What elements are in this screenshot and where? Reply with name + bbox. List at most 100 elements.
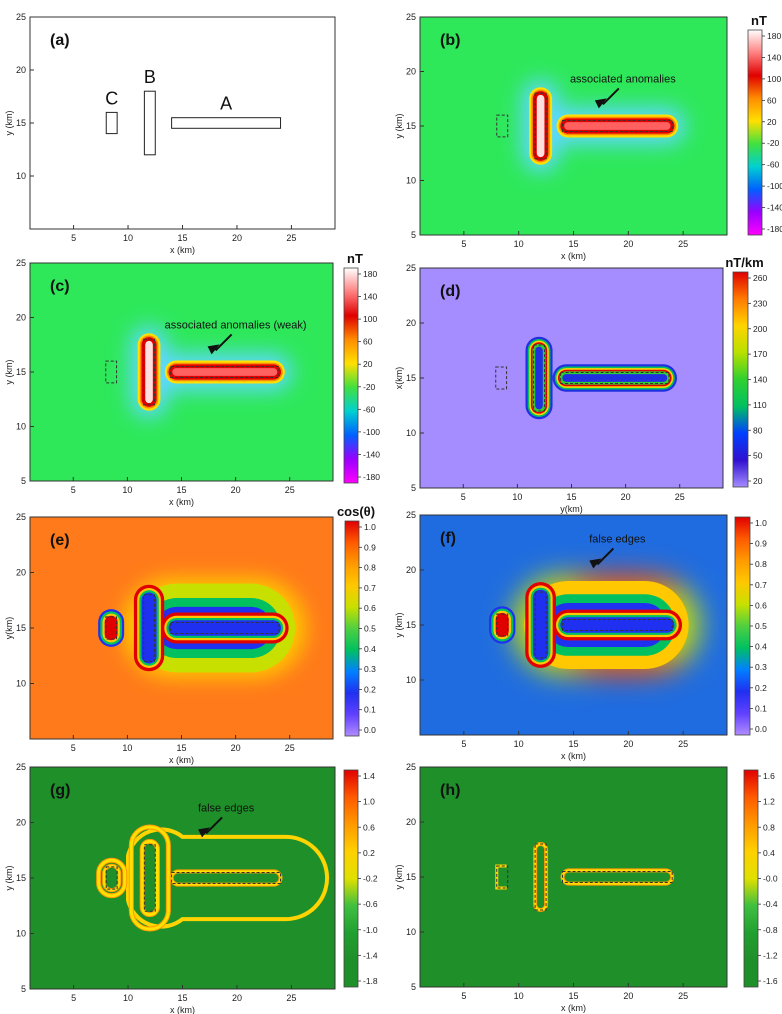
colorbar-tick-label: 100 bbox=[363, 314, 377, 324]
colorbar-tick-label: -0.4 bbox=[763, 899, 778, 909]
y-tick-label: 15 bbox=[406, 373, 416, 383]
panel-label: (h) bbox=[440, 782, 460, 799]
y-tick-label: 20 bbox=[16, 65, 26, 75]
y-tick-label: 10 bbox=[406, 176, 416, 186]
colorbar: 1.4 1.0 0.6 0.2 -0.2 -0.6 -1.0 -1.4 -1.8 bbox=[343, 769, 378, 988]
y-tick-label: 10 bbox=[406, 675, 416, 685]
colorbar-tick-label: 0.0 bbox=[364, 725, 376, 735]
colorbar-tick-label: -1.8 bbox=[363, 976, 378, 986]
panel-g: 5 10 15 20 25 5 10 15 20 25 x (km) y (km) (g) false e… bbox=[4, 762, 378, 1014]
anomaly-core bbox=[145, 340, 153, 404]
annotation-arrowhead bbox=[207, 344, 220, 355]
x-tick-label: 10 bbox=[514, 991, 524, 1001]
y-tick-label: 10 bbox=[406, 428, 416, 438]
source-outline bbox=[170, 366, 280, 378]
x-tick-label: 10 bbox=[512, 492, 522, 502]
x-tick-label: 15 bbox=[568, 739, 578, 749]
colorbar-tick-label: 180 bbox=[363, 269, 377, 279]
x-tick-label: 5 bbox=[461, 239, 466, 249]
x-axis-label: y(km) bbox=[560, 504, 583, 514]
colorbar-tick-label: 1.0 bbox=[755, 518, 767, 528]
source-outline bbox=[533, 344, 545, 412]
y-tick-label: 15 bbox=[16, 118, 26, 128]
x-axis-label: x (km) bbox=[170, 1005, 195, 1014]
colorbar-tick-label: -100 bbox=[363, 427, 380, 437]
plot-content bbox=[489, 574, 700, 676]
y-axis-label: y (km) bbox=[394, 613, 404, 638]
x-tick-label: 25 bbox=[286, 993, 296, 1003]
colorbar-tick-label: 0.6 bbox=[755, 600, 767, 610]
colorbar-tick-label: 0.2 bbox=[755, 683, 767, 693]
edge-ring bbox=[560, 617, 675, 633]
panel-f: 5 10 15 20 25 10 15 20 25 x (km) y (km) (f) false ed… bbox=[394, 510, 767, 761]
colorbar-tick-label: 0.8 bbox=[755, 559, 767, 569]
colorbar-tick-label: 0.6 bbox=[364, 603, 376, 613]
y-axis-label: x(km) bbox=[394, 367, 404, 390]
x-tick-label: 20 bbox=[231, 743, 241, 753]
x-tick-label: 5 bbox=[71, 485, 76, 495]
x-tick-label: 15 bbox=[566, 492, 576, 502]
x-tick-label: 20 bbox=[623, 239, 633, 249]
panel-label: (g) bbox=[50, 782, 70, 799]
plot-background bbox=[420, 767, 727, 987]
anomaly-core bbox=[172, 368, 278, 376]
source-outline bbox=[534, 92, 547, 160]
colorbar-tick-label: -1.2 bbox=[763, 950, 778, 960]
x-tick-label: 5 bbox=[71, 993, 76, 1003]
x-tick-label: 20 bbox=[232, 993, 242, 1003]
colorbar: 260 230 200 170 140 110 80 50 20 nT/km bbox=[725, 255, 767, 488]
annotation-arrow bbox=[596, 547, 615, 566]
colorbar: 180 140 100 60 20 -20 -60 -100 -140 -180 nT bbox=[747, 13, 782, 236]
colorbar-tick-label: -20 bbox=[363, 382, 376, 392]
panel-d: 5 10 15 20 25 5 10 15 20 25 y(km) x(km) (d) 260 230 200… bbox=[394, 255, 767, 514]
panel-label: (f) bbox=[440, 530, 456, 547]
source-outline bbox=[495, 366, 508, 390]
source-outline bbox=[143, 338, 155, 406]
x-tick-label: 20 bbox=[621, 492, 631, 502]
colorbar-title: nT bbox=[751, 13, 767, 28]
source-outline bbox=[496, 865, 509, 889]
source-outline bbox=[534, 843, 547, 911]
colorbar-tick-label: 0.2 bbox=[363, 848, 375, 858]
panel-b: 5 10 15 20 25 5 10 15 20 25 x (km) y (km) (b) associa… bbox=[394, 12, 782, 261]
colorbar-tick-label: 100 bbox=[767, 74, 781, 84]
x-tick-label: 5 bbox=[71, 743, 76, 753]
y-tick-label: 20 bbox=[16, 568, 26, 578]
plot-content bbox=[496, 80, 686, 172]
colorbar-tick-label: 80 bbox=[753, 425, 763, 435]
body-B bbox=[143, 90, 156, 156]
x-tick-label: 15 bbox=[176, 743, 186, 753]
colorbar-tick-label: -0.0 bbox=[763, 874, 778, 884]
colorbar-tick-label: 0.9 bbox=[755, 539, 767, 549]
panel-h: 5 10 15 20 25 5 10 15 20 25 x (km) y (km) (h) 1.6 1.2 0… bbox=[394, 762, 778, 1013]
body-C bbox=[105, 111, 118, 135]
y-tick-label: 20 bbox=[16, 313, 26, 323]
y-tick-label: 5 bbox=[21, 476, 26, 486]
panel-label: (b) bbox=[440, 32, 460, 49]
annotation-arrow bbox=[602, 87, 620, 106]
colorbar-tick-label: 140 bbox=[767, 52, 781, 62]
plot-content bbox=[96, 824, 329, 932]
outline-ring-core bbox=[97, 858, 127, 898]
x-tick-label: 5 bbox=[461, 991, 466, 1001]
colorbar-tick-label: -1.0 bbox=[363, 925, 378, 935]
y-tick-label: 25 bbox=[16, 258, 26, 268]
y-tick-label: 15 bbox=[406, 872, 416, 882]
colorbar-tick-label: -140 bbox=[363, 449, 380, 459]
colorbar-tick-label: 20 bbox=[767, 117, 777, 127]
y-tick-label: 25 bbox=[406, 12, 416, 22]
source-outline bbox=[562, 120, 673, 132]
x-axis-label: x (km) bbox=[561, 751, 586, 761]
body-label-A: A bbox=[220, 94, 232, 114]
y-tick-label: 20 bbox=[406, 817, 416, 827]
colorbar-title: nT bbox=[347, 251, 363, 266]
edge-ring bbox=[532, 589, 549, 661]
plot-content: A B C bbox=[105, 67, 282, 156]
colorbar-tick-label: 0.7 bbox=[364, 583, 376, 593]
annotation-arrowhead bbox=[198, 827, 211, 838]
colorbar-ramp bbox=[732, 271, 749, 488]
colorbar-tick-label: 0.7 bbox=[755, 580, 767, 590]
y-tick-label: 15 bbox=[16, 367, 26, 377]
colorbar-ramp bbox=[343, 267, 359, 484]
